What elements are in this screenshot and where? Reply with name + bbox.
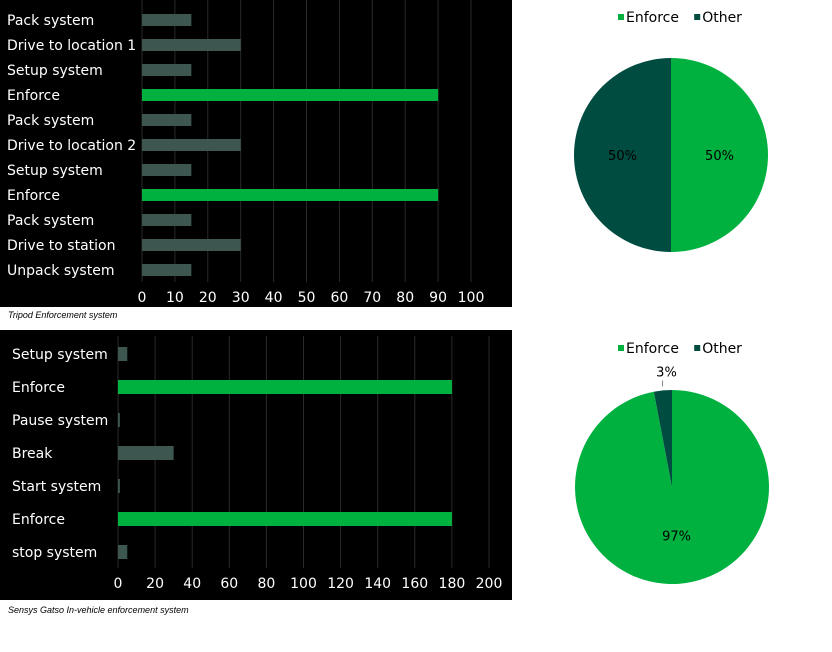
- x-tick-label: 50: [298, 290, 316, 306]
- bar-drive-to-location-1: [142, 39, 241, 51]
- category-label: Setup system: [7, 63, 103, 79]
- bar-pause-system: [118, 413, 120, 427]
- x-tick-label: 80: [396, 290, 414, 306]
- bar-start-system: [118, 479, 120, 493]
- x-tick-label: 40: [265, 290, 283, 306]
- legend-label-enforce: Enforce: [626, 341, 679, 357]
- x-tick-label: 100: [290, 576, 317, 592]
- category-label: Break: [12, 446, 53, 462]
- x-tick-label: 70: [363, 290, 381, 306]
- category-label: stop system: [12, 545, 97, 561]
- chart-3: 0 20 40 60 80 100 120 140 160 180 200 Setup system E…: [0, 330, 512, 615]
- bar-setup-system: [142, 64, 192, 76]
- category-label: Pack system: [7, 213, 94, 229]
- bar-enforce: [118, 380, 452, 394]
- x-tick-label: 100: [458, 290, 485, 306]
- x-tick-label: 60: [330, 290, 348, 306]
- bar-stop-system: [118, 545, 128, 559]
- category-label: Enforce: [7, 188, 60, 204]
- category-label: Pause system: [12, 413, 108, 429]
- pie-slice-other: [653, 390, 672, 487]
- chart-1: 0 10 20 30 40 50 60 70 80 90 100 Pack system Drive t…: [0, 0, 512, 320]
- legend-swatch: [694, 345, 701, 351]
- chart-2: Enforce Other 50% 50%: [574, 10, 768, 252]
- pie-label-other: 3%: [656, 365, 677, 380]
- x-tick-label: 0: [138, 290, 147, 306]
- pie-label-enforce: 50%: [705, 149, 734, 164]
- legend-label-other: Other: [702, 10, 742, 26]
- x-tick-label: 20: [199, 290, 217, 306]
- x-tick-label: 10: [166, 290, 184, 306]
- category-label: Pack system: [7, 13, 94, 29]
- category-label: Pack system: [7, 113, 94, 129]
- x-tick-label: 30: [232, 290, 250, 306]
- x-tick-label: 160: [401, 576, 428, 592]
- pie-slice-other: [574, 58, 671, 252]
- category-label: Unpack system: [7, 263, 114, 279]
- bar-enforce: [142, 189, 439, 201]
- category-label: Drive to location 2: [7, 138, 136, 154]
- x-tick-label: 140: [364, 576, 391, 592]
- x-tick-label: 180: [439, 576, 466, 592]
- chart-caption: Sensys Gatso In-vehicle enforcement syst…: [8, 605, 189, 615]
- legend-swatch: [694, 14, 701, 20]
- x-tick-label: 20: [146, 576, 164, 592]
- legend-label-other: Other: [702, 341, 742, 357]
- pie-label-enforce: 97%: [662, 529, 691, 544]
- bar-break: [118, 446, 174, 460]
- x-tick-label: 40: [183, 576, 201, 592]
- legend-swatch: [618, 14, 624, 20]
- bar-pack-system: [142, 114, 192, 126]
- bar-pack-system: [142, 14, 192, 26]
- chart-panel: [0, 0, 512, 307]
- category-label: Setup system: [7, 163, 103, 179]
- category-label: Setup system: [12, 347, 108, 363]
- category-label: Drive to station: [7, 238, 115, 254]
- chart-4: Enforce Other 97% 3%: [574, 341, 769, 584]
- pie-slice-enforce: [574, 390, 769, 584]
- bar-setup-system: [118, 347, 128, 361]
- x-tick-label: 90: [429, 290, 447, 306]
- category-label: Enforce: [12, 512, 65, 528]
- category-label: Enforce: [12, 380, 65, 396]
- category-label: Drive to location 1: [7, 38, 136, 54]
- bar-enforce: [118, 512, 452, 526]
- bar-setup-system: [142, 164, 192, 176]
- bar-pack-system: [142, 214, 192, 226]
- x-tick-label: 60: [220, 576, 238, 592]
- chart-panel: [0, 330, 512, 600]
- chart-caption: Tripod Enforcement system: [8, 310, 118, 320]
- bar-drive-to-station: [142, 239, 241, 251]
- x-tick-label: 80: [257, 576, 275, 592]
- legend-swatch: [618, 345, 624, 351]
- legend-label-enforce: Enforce: [626, 10, 679, 26]
- bar-drive-to-location-2: [142, 139, 241, 151]
- pie-label-other: 50%: [608, 149, 637, 164]
- category-label: Start system: [12, 479, 101, 495]
- x-tick-label: 0: [114, 576, 123, 592]
- pie-slice-enforce: [671, 58, 768, 252]
- x-tick-label: 200: [476, 576, 503, 592]
- bar-enforce: [142, 89, 439, 101]
- bar-unpack-system: [142, 264, 192, 276]
- x-tick-label: 120: [327, 576, 354, 592]
- category-label: Enforce: [7, 88, 60, 104]
